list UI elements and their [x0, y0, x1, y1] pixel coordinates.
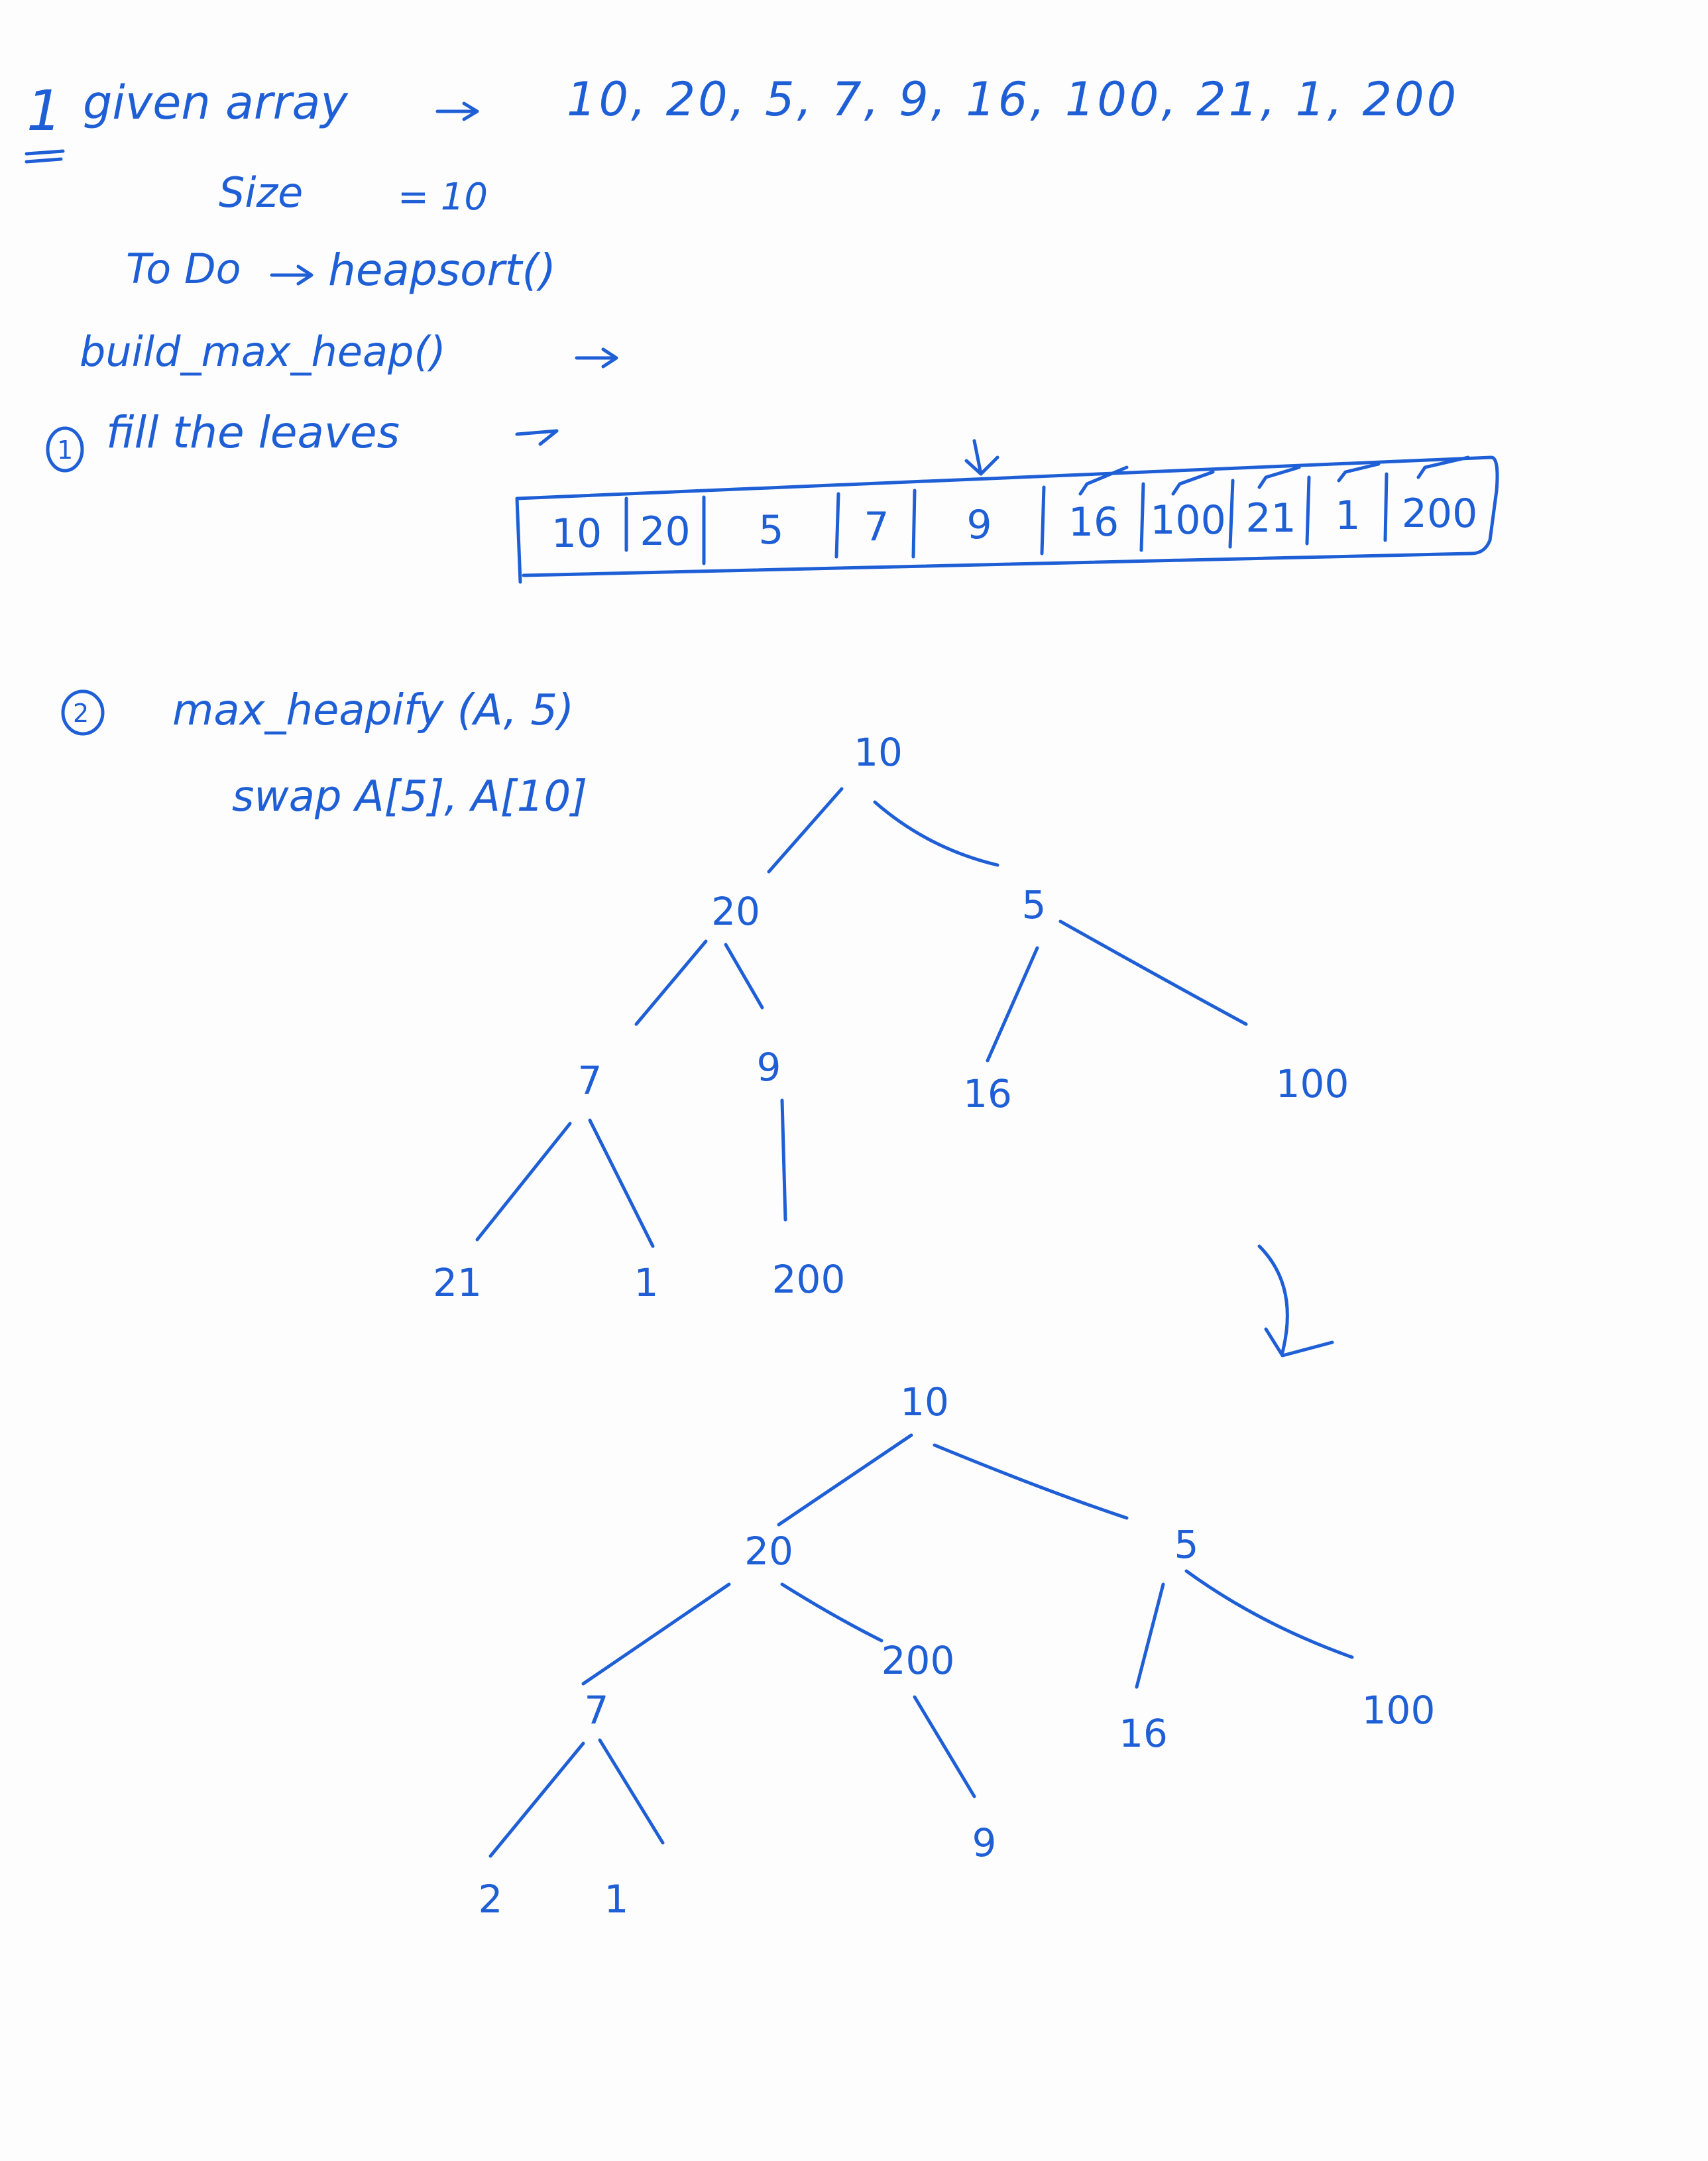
tree-node: 9 — [756, 1045, 781, 1090]
todo-label: To Do — [126, 245, 241, 293]
arrow-todo — [270, 264, 313, 286]
given-label: given array — [83, 76, 348, 130]
array-cell: 20 — [640, 508, 691, 555]
step2-marker: 2 — [73, 699, 89, 728]
tree-node: 1 — [604, 1877, 629, 1922]
problem-number: 1 — [27, 78, 62, 143]
tree-node: 16 — [963, 1071, 1012, 1116]
array-cell: 10 — [551, 510, 602, 557]
tree-node: 10 — [854, 730, 903, 775]
tree-node: 9 — [972, 1820, 997, 1865]
tree-node: 21 — [433, 1260, 482, 1305]
array-cell: 1 — [1335, 493, 1361, 539]
tree-node: 1 — [634, 1260, 659, 1305]
size-label: Size — [219, 168, 304, 217]
step2-action: swap A[5], A[10] — [232, 772, 588, 821]
array-box — [515, 455, 1499, 584]
array-cell: 16 — [1068, 499, 1119, 546]
check-marks — [964, 439, 1470, 496]
tree-node: 16 — [1119, 1711, 1168, 1756]
arrow-build — [575, 347, 618, 369]
step1-text: fill the leaves — [106, 407, 400, 458]
tree-node: 100 — [1361, 1688, 1436, 1733]
array-cell: 21 — [1245, 495, 1296, 542]
transition-arrow — [1257, 1244, 1334, 1358]
size-value: = 10 — [398, 176, 488, 219]
step2-circle — [61, 689, 105, 736]
step2-call: max_heapify (A, 5) — [172, 686, 575, 735]
tree-node: 5 — [1021, 882, 1047, 927]
tree-node: 2 — [478, 1877, 503, 1922]
tree-after-edges — [488, 1433, 1354, 1858]
arrow-fill — [515, 429, 559, 446]
tree-before-edges — [475, 787, 1248, 1248]
array-dividers — [624, 472, 1389, 565]
tree-node: 100 — [1275, 1061, 1349, 1106]
given-values: 10, 20, 5, 7, 9, 16, 100, 21, 1, 200 — [567, 72, 1459, 127]
step1-circle — [46, 426, 84, 473]
tree-node: 20 — [744, 1529, 793, 1574]
tree-node: 7 — [577, 1058, 602, 1103]
array-cell: 9 — [966, 502, 992, 548]
tree-node: 7 — [584, 1688, 609, 1733]
tree-node: 20 — [711, 889, 760, 934]
array-cell: 7 — [864, 504, 889, 550]
tree-node: 10 — [900, 1379, 949, 1425]
tree-node: 200 — [771, 1257, 846, 1302]
array-cell: 100 — [1150, 497, 1226, 544]
array-cell: 5 — [758, 507, 784, 554]
todo-value: heapsort() — [328, 245, 557, 296]
tree-node: 200 — [881, 1638, 955, 1683]
arrow-given — [435, 101, 479, 121]
number-underline — [25, 149, 65, 164]
build-label: build_max_heap() — [80, 327, 446, 376]
step1-marker: 1 — [57, 436, 74, 465]
array-cell: 200 — [1401, 491, 1478, 537]
tree-node: 5 — [1174, 1522, 1199, 1567]
